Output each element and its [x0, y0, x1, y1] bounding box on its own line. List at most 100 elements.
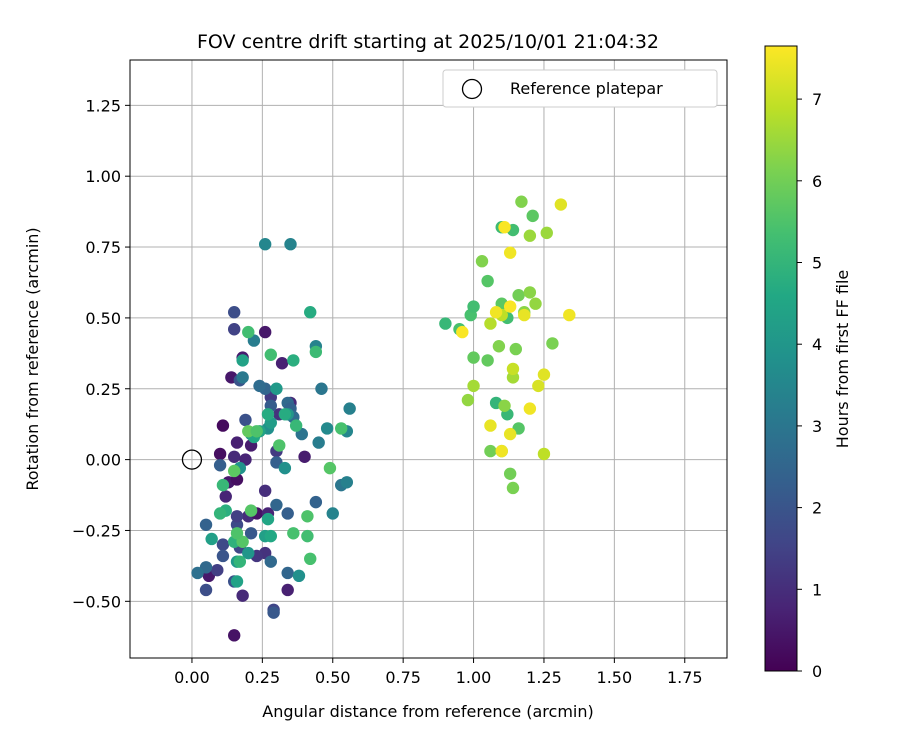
data-point — [250, 425, 263, 438]
data-point — [211, 563, 224, 577]
data-point — [287, 354, 300, 367]
x-axis-ticks: 0.00 0.25 0.50 0.75 1.00 1.25 1.50 1.75 — [174, 658, 703, 687]
data-point — [309, 345, 323, 359]
data-point — [315, 382, 328, 395]
data-point — [278, 461, 292, 475]
data-point — [258, 238, 272, 251]
data-point — [340, 476, 354, 489]
data-point — [242, 546, 255, 560]
data-point — [287, 527, 300, 540]
data-point — [563, 308, 576, 322]
reference-marker-layer — [181, 449, 203, 470]
colorbar-tick-label: 0 — [812, 662, 822, 681]
data-point — [301, 529, 314, 543]
colorbar-tick-label: 7 — [812, 90, 822, 109]
data-point — [484, 317, 497, 330]
data-point — [554, 198, 568, 211]
colorbar-tick-label: 4 — [812, 335, 822, 354]
data-point — [506, 371, 520, 384]
data-point — [467, 379, 480, 393]
data-point — [258, 325, 272, 339]
x-tick-label: 0.00 — [174, 668, 210, 687]
legend: Reference platepar — [442, 69, 718, 108]
y-tick-label: −0.25 — [72, 521, 121, 540]
y-tick-label: 0.00 — [85, 451, 121, 470]
data-point — [323, 461, 337, 475]
data-point — [523, 402, 537, 415]
data-point — [213, 447, 227, 461]
data-point — [242, 325, 255, 339]
data-point — [216, 478, 230, 492]
data-point — [205, 532, 218, 546]
legend-marker-open-circle — [461, 78, 483, 100]
data-point — [506, 481, 520, 495]
data-point — [264, 348, 278, 361]
data-point — [518, 308, 531, 322]
data-point — [312, 436, 325, 449]
data-point — [289, 419, 303, 432]
y-tick-label: 0.25 — [85, 380, 121, 399]
data-point — [281, 583, 294, 597]
data-point — [227, 450, 241, 463]
data-point — [498, 399, 511, 412]
colorbar-tick-label: 5 — [812, 254, 822, 273]
data-point — [515, 195, 528, 208]
data-point — [275, 357, 289, 370]
x-tick-label: 1.25 — [526, 668, 562, 687]
data-point — [261, 408, 275, 421]
data-point — [258, 484, 272, 497]
plot-frame — [129, 59, 728, 659]
data-point — [495, 444, 508, 458]
data-point — [509, 342, 522, 356]
data-point — [309, 495, 323, 509]
data-point — [489, 306, 503, 319]
data-point — [298, 450, 311, 463]
data-point — [439, 317, 452, 330]
y-tick-label: −0.50 — [72, 592, 121, 611]
colorbar-gradient — [764, 45, 798, 672]
data-point — [213, 459, 227, 472]
data-point — [503, 246, 517, 259]
data-point — [236, 354, 249, 367]
legend-label: Reference platepar — [510, 79, 663, 98]
colorbar-tick-label: 6 — [812, 172, 822, 191]
colorbar-tick-label: 2 — [812, 499, 822, 518]
data-point — [213, 507, 227, 520]
data-point — [199, 583, 213, 597]
data-point — [467, 300, 480, 313]
data-point — [244, 527, 258, 540]
data-point — [503, 427, 517, 441]
data-point — [227, 306, 241, 319]
data-point — [239, 413, 252, 427]
y-tick-label: 1.25 — [85, 96, 121, 115]
data-point — [216, 549, 230, 563]
data-point — [335, 422, 348, 435]
data-points — [191, 195, 576, 642]
data-point — [467, 351, 480, 364]
data-point — [475, 255, 489, 268]
data-point — [273, 439, 286, 452]
y-axis-ticks: −0.50 −0.25 0.00 0.25 0.50 0.75 1.00 1.25 — [72, 96, 130, 611]
data-point — [264, 555, 278, 568]
data-point — [227, 464, 241, 478]
data-point — [230, 510, 244, 523]
data-point — [270, 382, 283, 395]
data-point — [227, 323, 241, 336]
data-point — [284, 238, 297, 251]
data-point — [301, 510, 314, 523]
data-point — [503, 300, 517, 313]
data-point — [326, 507, 339, 520]
data-point — [304, 552, 317, 566]
x-axis-label: Angular distance from reference (arcmin) — [262, 702, 593, 721]
data-point — [219, 490, 232, 503]
legend-box — [442, 69, 718, 108]
data-point — [227, 629, 241, 642]
data-point — [481, 354, 494, 367]
data-point — [199, 518, 213, 531]
colorbar-ticks: 0 1 2 3 4 5 6 7 — [797, 90, 822, 681]
x-tick-label: 1.75 — [667, 668, 703, 687]
data-point — [236, 589, 249, 602]
data-point — [216, 538, 230, 551]
data-point — [261, 512, 275, 526]
